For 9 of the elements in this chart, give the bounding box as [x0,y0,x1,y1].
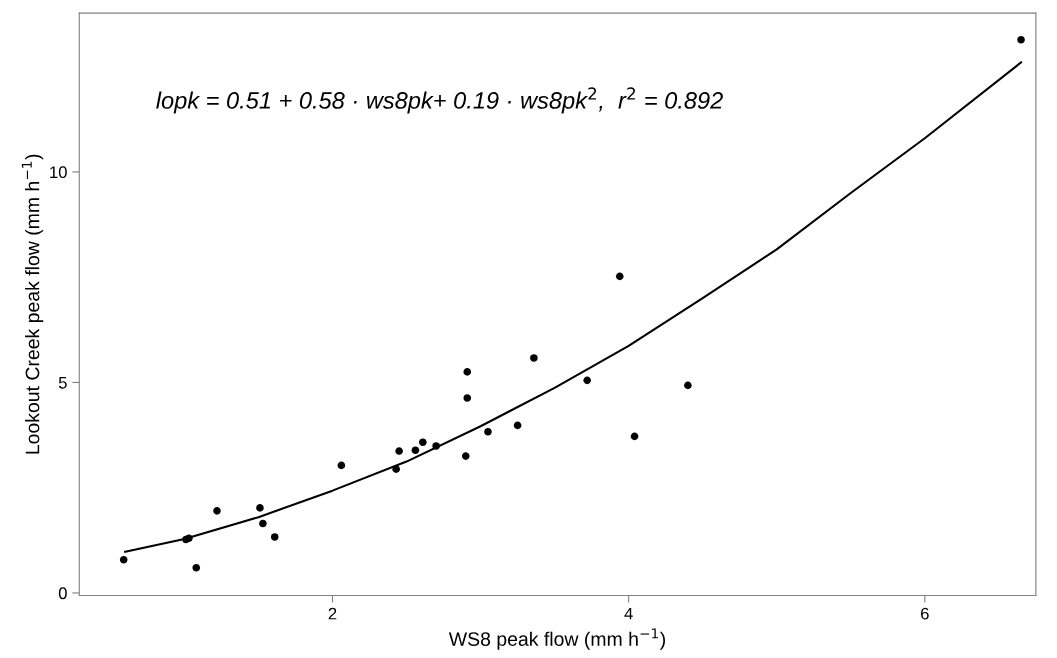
x-axis-title: WS8 peak flow (mm h$^{−1}$) [448,628,665,650]
annotation: lopk = 0.51 + 0.58 · ws8pk+ 0.19 · ws8pk$^{2}$, r$^{2}$ = 0.892 [156,87,723,114]
x-tick-label: 2 [328,607,337,620]
y-tick-label: 0 [58,587,67,600]
y-axis-title: Lookout Creek peak flow (mm h$^{−1}$) [21,154,44,454]
y-tick-label: 10 [50,166,67,179]
y-tick-label: 5 [58,377,67,389]
x-tick-label: 6 [921,607,929,620]
x-tick-label: 4 [624,607,633,620]
